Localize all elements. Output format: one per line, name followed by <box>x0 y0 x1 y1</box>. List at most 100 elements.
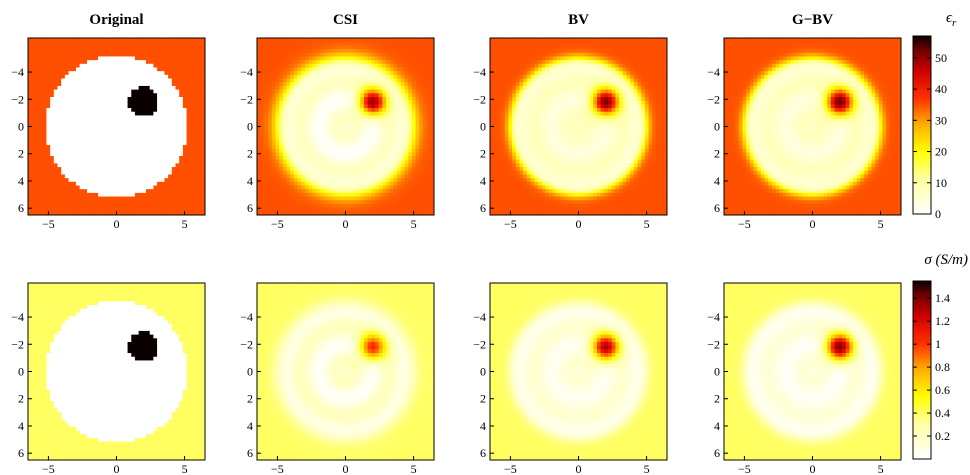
panel-0-0: −5 0 5 −4 −2 0 2 4 6 Original <box>11 12 206 231</box>
x-tick-label: −5 <box>42 217 55 231</box>
y-tick-label: 0 <box>480 120 486 134</box>
y-tick-label: −4 <box>707 65 720 79</box>
x-tick-label: 0 <box>343 462 349 475</box>
y-tick-label: −4 <box>707 310 720 324</box>
colorbar-title: ϵr <box>946 10 957 29</box>
colorbar-title: σ (S/m) <box>924 252 968 268</box>
colorbar-tick-label: 1.2 <box>935 314 950 328</box>
y-tick-label: 4 <box>247 174 253 188</box>
y-tick-label: −4 <box>240 310 253 324</box>
y-tick-label: 0 <box>480 365 486 379</box>
x-tick-label: 0 <box>576 217 582 231</box>
y-tick-label: 2 <box>714 392 720 406</box>
y-tick-label: 6 <box>247 201 253 215</box>
colorbar-tick-label: 30 <box>935 113 947 127</box>
colorbar-permittivity: 50 40 30 20 10 0 ϵr <box>912 10 957 221</box>
x-tick-label: 5 <box>411 462 417 475</box>
x-tick-label: 5 <box>182 217 188 231</box>
y-tick-label: 0 <box>714 120 720 134</box>
y-tick-label: 6 <box>18 201 24 215</box>
panel-0-1: −5 0 5 −4 −2 0 2 4 6 CSI <box>240 12 435 231</box>
x-tick-label: 0 <box>810 462 816 475</box>
x-tick-label: 5 <box>411 217 417 231</box>
panel-1-3: −5 0 5 −4 −2 0 2 4 6 <box>707 282 902 475</box>
y-tick-label: 2 <box>18 147 24 161</box>
y-tick-label: 4 <box>480 174 486 188</box>
x-tick-label: −5 <box>738 217 751 231</box>
panel-1-1: −5 0 5 −4 −2 0 2 4 6 <box>240 282 435 475</box>
x-tick-label: 5 <box>182 462 188 475</box>
y-tick-label: 4 <box>18 419 24 433</box>
colorbar-conductivity: 1.4 1.2 1 0.8 0.6 0.4 0.2 σ (S/m) <box>912 252 968 460</box>
y-tick-label: 2 <box>247 147 253 161</box>
y-tick-label: 4 <box>714 174 720 188</box>
y-tick-label: 4 <box>18 174 24 188</box>
colorbar-tick-label: 0.4 <box>935 406 950 420</box>
column-title: CSI <box>333 12 358 28</box>
y-tick-label: 0 <box>18 365 24 379</box>
panel-1-0: −5 0 5 −4 −2 0 2 4 6 <box>11 282 206 475</box>
y-tick-label: −4 <box>240 65 253 79</box>
y-tick-label: 6 <box>480 201 486 215</box>
x-tick-label: −5 <box>271 217 284 231</box>
colorbar-tick-label: 0 <box>935 207 941 221</box>
y-tick-label: −2 <box>473 92 486 106</box>
y-tick-label: 0 <box>714 365 720 379</box>
y-tick-label: 0 <box>247 365 253 379</box>
colorbar-tick-label: 0.8 <box>935 360 950 374</box>
colorbar-tick-label: 50 <box>935 51 947 65</box>
x-tick-label: −5 <box>271 462 284 475</box>
x-tick-label: 5 <box>644 217 650 231</box>
column-title: G−BV <box>792 12 833 28</box>
x-tick-label: 0 <box>114 217 120 231</box>
y-tick-label: 0 <box>18 120 24 134</box>
y-tick-label: −4 <box>11 65 24 79</box>
y-tick-label: −2 <box>11 92 24 106</box>
panel-0-3: −5 0 5 −4 −2 0 2 4 6 G−BV <box>707 12 902 231</box>
y-tick-label: 4 <box>480 419 486 433</box>
y-tick-label: −4 <box>473 310 486 324</box>
column-title: Original <box>89 12 143 28</box>
x-tick-label: 0 <box>576 462 582 475</box>
y-tick-label: −2 <box>11 337 24 351</box>
y-tick-label: 2 <box>247 392 253 406</box>
y-tick-label: 6 <box>18 446 24 460</box>
y-tick-label: 6 <box>714 446 720 460</box>
y-tick-label: 6 <box>714 201 720 215</box>
colorbar-tick-label: 1 <box>935 337 941 351</box>
x-tick-label: −5 <box>738 462 751 475</box>
y-tick-label: 4 <box>247 419 253 433</box>
y-tick-label: −2 <box>707 337 720 351</box>
y-tick-label: −2 <box>707 92 720 106</box>
colorbar-tick-label: 0.6 <box>935 383 950 397</box>
y-tick-label: 6 <box>247 446 253 460</box>
colorbar-tick-label: 40 <box>935 82 947 96</box>
y-tick-label: −4 <box>473 65 486 79</box>
y-tick-label: −2 <box>473 337 486 351</box>
x-tick-label: 5 <box>878 462 884 475</box>
panel-1-2: −5 0 5 −4 −2 0 2 4 6 <box>473 282 668 475</box>
y-tick-label: −4 <box>11 310 24 324</box>
y-tick-label: −2 <box>240 92 253 106</box>
y-tick-label: 2 <box>480 392 486 406</box>
y-tick-label: 4 <box>714 419 720 433</box>
x-tick-label: 5 <box>878 217 884 231</box>
y-tick-label: 0 <box>247 120 253 134</box>
y-tick-label: −2 <box>240 337 253 351</box>
x-tick-label: −5 <box>504 217 517 231</box>
y-tick-label: 2 <box>480 147 486 161</box>
y-tick-label: 2 <box>714 147 720 161</box>
x-tick-label: −5 <box>42 462 55 475</box>
colorbar-tick-label: 0.2 <box>935 429 950 443</box>
colorbar-tick-label: 1.4 <box>935 291 950 305</box>
panel-0-2: −5 0 5 −4 −2 0 2 4 6 BV <box>473 12 668 231</box>
y-tick-label: 6 <box>480 446 486 460</box>
colorbar-tick-label: 10 <box>935 176 947 190</box>
x-tick-label: 5 <box>644 462 650 475</box>
y-tick-label: 2 <box>18 392 24 406</box>
x-tick-label: −5 <box>504 462 517 475</box>
x-tick-label: 0 <box>810 217 816 231</box>
x-tick-label: 0 <box>343 217 349 231</box>
colorbar-tick-label: 20 <box>935 145 947 159</box>
